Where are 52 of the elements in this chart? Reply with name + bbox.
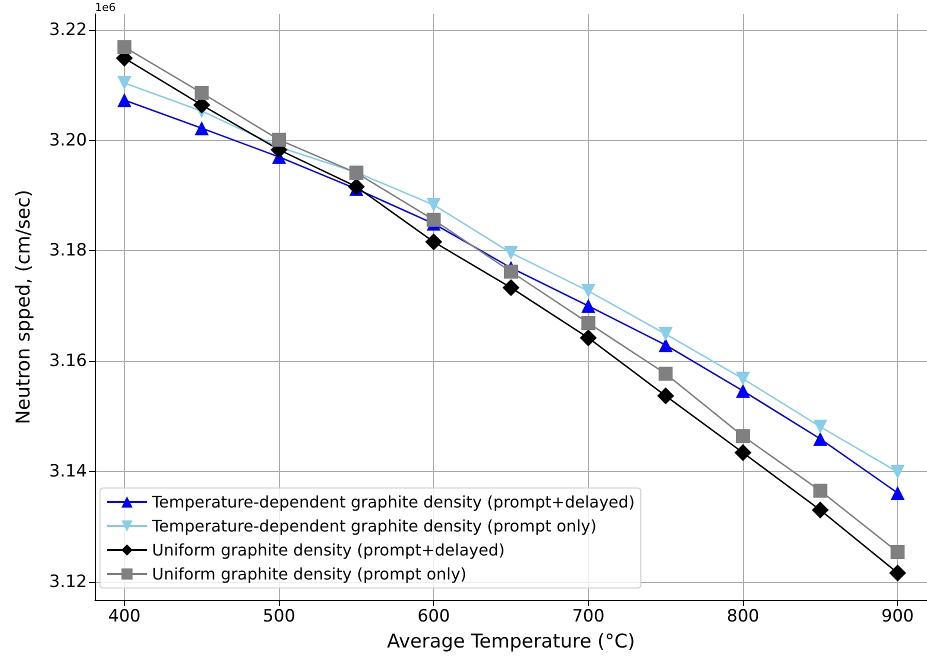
y-tick-label: 3.22 (49, 20, 87, 40)
point (889, 564, 906, 582)
point (194, 121, 209, 136)
point (581, 298, 596, 313)
point (890, 464, 905, 479)
point (504, 246, 518, 260)
point (272, 132, 286, 147)
y-tick-label: 3.16 (49, 351, 87, 372)
point (890, 486, 905, 500)
point (736, 384, 750, 398)
point (117, 93, 132, 108)
x-axis-title: Average Temperature (°C) (386, 630, 636, 652)
point (426, 212, 441, 227)
x-tick-label: 900 (881, 606, 914, 626)
point (734, 444, 752, 462)
point (813, 484, 828, 498)
point (580, 329, 597, 346)
point (426, 198, 441, 212)
point (813, 432, 828, 446)
point (117, 76, 132, 90)
legend-label: Temperature-dependent graphite density (prompt+delayed) (151, 492, 635, 512)
point (658, 366, 673, 381)
point (425, 233, 442, 250)
y-tick-label: 3.14 (49, 461, 87, 482)
text: 1e6 (95, 1, 116, 14)
point (890, 544, 905, 559)
x-tick-label: 800 (726, 606, 760, 626)
y-tick-label: 3.12 (49, 572, 87, 592)
point (657, 387, 674, 404)
point (502, 279, 520, 296)
point (658, 327, 673, 342)
legend-label: Uniform graphite density (prompt only) (152, 564, 467, 584)
y-axis-title: Neutron spped, (cm/sec) (12, 190, 34, 424)
point (658, 338, 673, 352)
legend-label: Uniform graphite density (prompt+delayed) (152, 540, 505, 560)
point (348, 178, 365, 196)
point (194, 86, 209, 100)
point (117, 40, 132, 54)
x-tick-label: 700 (572, 606, 605, 626)
point (736, 429, 750, 444)
point (813, 420, 828, 434)
x-tick-label: 600 (417, 606, 450, 626)
point (581, 284, 596, 298)
x-tick-label: 400 (108, 606, 141, 626)
point (581, 316, 596, 330)
point (812, 502, 829, 519)
point (736, 372, 750, 386)
x-tick-label: 500 (262, 606, 296, 626)
y-tick-label: 3.20 (49, 130, 87, 150)
y-tick-label: 3.18 (49, 240, 87, 261)
legend-label: Temperature-dependent graphite density (prompt only) (151, 516, 597, 536)
point (504, 264, 518, 279)
